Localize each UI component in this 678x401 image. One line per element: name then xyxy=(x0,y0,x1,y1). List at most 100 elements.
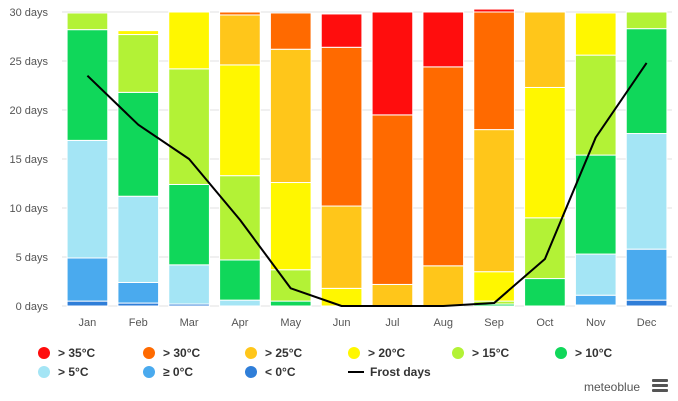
legend-item[interactable]: > 15°C xyxy=(452,346,509,360)
bar-segment xyxy=(574,294,617,306)
bar-segment xyxy=(117,30,160,36)
bar-segment xyxy=(422,11,465,68)
legend-item[interactable]: > 25°C xyxy=(245,346,302,360)
x-tick-label: Feb xyxy=(129,317,148,329)
bar-segment xyxy=(66,139,109,259)
bar-segment xyxy=(219,14,261,66)
bar-segment xyxy=(473,11,515,131)
stacked-bar-chart: 0 days 5 days 10 days 15 days 20 days 25 days… xyxy=(9,7,672,329)
bar-segment xyxy=(625,299,668,307)
legend-label: < 0°C xyxy=(265,365,296,379)
legend-label: > 15°C xyxy=(472,346,510,360)
bar-segment xyxy=(574,54,617,156)
legend-dot-swatch xyxy=(245,347,257,359)
bar-segment xyxy=(574,253,617,296)
y-tick-label: 25 days xyxy=(9,56,48,68)
legend-item[interactable]: > 10°C xyxy=(555,346,612,360)
x-tick-label: Mar xyxy=(180,317,199,329)
legend-dot-swatch xyxy=(245,366,257,378)
bar-segment xyxy=(66,300,109,307)
bar-segment xyxy=(625,28,668,135)
bar-segment xyxy=(371,11,414,116)
legend-dot-swatch xyxy=(143,366,155,378)
x-tick-label: Jan xyxy=(79,317,97,329)
y-tick-label: 30 days xyxy=(9,7,48,19)
x-tick-label: Aug xyxy=(433,317,453,329)
bar-segment xyxy=(66,29,109,141)
legend-label: > 10°C xyxy=(575,346,613,360)
bar-segment xyxy=(117,281,160,304)
bar-segment xyxy=(66,12,109,31)
bar-segment xyxy=(473,129,515,273)
x-tick-label: Oct xyxy=(536,317,553,329)
legend-dot-swatch xyxy=(452,347,464,359)
bar-segment xyxy=(219,299,261,307)
bar-segment xyxy=(524,278,566,307)
bar-segment xyxy=(625,133,668,250)
meteoblue-brand[interactable]: meteoblue xyxy=(584,380,641,394)
bar-segment xyxy=(524,86,566,219)
legend-item[interactable]: > 30°C xyxy=(143,346,200,360)
x-tick-label: Sep xyxy=(484,317,504,329)
bar-segment xyxy=(371,283,414,307)
bar-segment xyxy=(269,300,312,307)
legend-item[interactable]: > 20°C xyxy=(348,346,405,360)
bar-segment xyxy=(524,11,566,88)
legend-label: Frost days xyxy=(370,365,431,379)
bar-segment xyxy=(422,265,465,307)
bar-segment xyxy=(371,114,414,285)
legend-dot-swatch xyxy=(143,347,155,359)
bar-segment xyxy=(66,257,109,302)
bar-segment xyxy=(320,287,363,307)
frost-days-line xyxy=(86,62,648,307)
legend-item[interactable]: ≥ 0°C xyxy=(143,365,193,379)
x-tick-label: Jul xyxy=(385,317,399,329)
y-tick-label: 10 days xyxy=(9,203,48,215)
x-tick-label: Dec xyxy=(637,317,657,329)
bar-segment xyxy=(117,195,160,283)
bar-segment xyxy=(219,259,261,301)
bar-segment xyxy=(219,175,261,261)
bar-segment xyxy=(422,66,465,267)
bar-segment xyxy=(269,12,312,50)
bar-segment xyxy=(625,11,668,30)
x-tick-label: Jun xyxy=(333,317,351,329)
chart-legend: > 35°C > 30°C > 25°C > 20°C > 15°C > 10°C > 5°… xyxy=(0,340,678,385)
y-tick-label: 5 days xyxy=(16,252,49,264)
bar-segment xyxy=(320,205,363,289)
x-tick-label: Nov xyxy=(586,317,606,329)
legend-line-swatch xyxy=(348,371,364,373)
hamburger-menu-icon[interactable] xyxy=(652,379,668,393)
legend-label: > 5°C xyxy=(58,365,89,379)
bar-segment xyxy=(168,11,210,70)
legend-label: > 25°C xyxy=(265,346,303,360)
y-tick-label: 0 days xyxy=(16,301,49,313)
legend-item[interactable]: < 0°C xyxy=(245,365,295,379)
bar-segment xyxy=(117,91,160,197)
legend-label: ≥ 0°C xyxy=(163,365,194,379)
bar-segment xyxy=(473,271,515,302)
bar-segment xyxy=(219,64,261,177)
legend-dot-swatch xyxy=(38,366,50,378)
bar-segment xyxy=(320,46,363,207)
bar-segment xyxy=(269,269,312,302)
legend-label: > 30°C xyxy=(163,346,201,360)
legend-item[interactable]: > 35°C xyxy=(38,346,95,360)
legend-dot-swatch xyxy=(38,347,50,359)
bar-segment xyxy=(269,182,312,271)
x-tick-label: May xyxy=(280,317,301,329)
bar-segment xyxy=(168,68,210,185)
legend-item[interactable]: > 5°C xyxy=(38,365,88,379)
legend-item[interactable]: Frost days xyxy=(348,365,431,379)
bar-segment xyxy=(574,12,617,56)
x-tick-label: Apr xyxy=(231,317,248,329)
legend-dot-swatch xyxy=(348,347,360,359)
bar-segment xyxy=(320,13,363,48)
bar-segment xyxy=(269,48,312,184)
bar-segment xyxy=(473,8,515,13)
legend-dot-swatch xyxy=(555,347,567,359)
bar-segment xyxy=(168,264,210,305)
bar-segment xyxy=(117,34,160,93)
bar-segment xyxy=(625,248,668,301)
bar-segment xyxy=(168,183,210,266)
